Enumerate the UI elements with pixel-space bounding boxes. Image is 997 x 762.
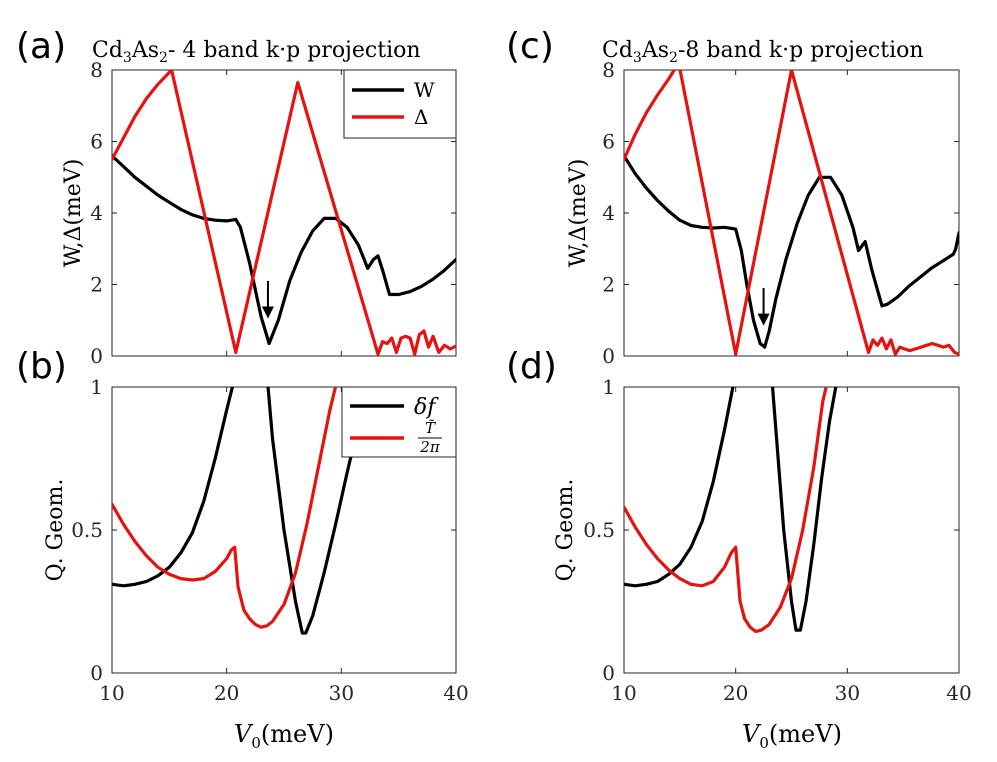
panel-a-label: (a) [16,26,66,67]
y-tick-label: 4 [602,201,615,225]
panel-b-label: (b) [16,346,67,387]
series-line-secondary [624,70,959,356]
series-line-secondary [624,387,828,634]
arrow-head [261,306,274,319]
legend-box [343,69,457,139]
legend-label-t2pi-denominator: 2π [419,438,441,456]
panel-a-title: Cd3As2- 4 band k·p projection [92,38,421,66]
panel-d-label: (d) [506,346,557,387]
panel-a: (a) Cd3As2- 4 band k·p projection W,Δ(me… [16,26,457,368]
series-line-primary [624,387,838,632]
panel-d: (d) Q. Geom. V0(meV) 10 20 30 40 0 0.5 1 [506,346,972,752]
y-tick-label: 8 [90,58,103,82]
y-tick-label: 0 [90,344,103,368]
x-tick-label: 40 [946,681,971,705]
x-tick-label: 20 [723,681,748,705]
panel-b-series [112,387,371,635]
x-tick-label: 40 [443,681,468,705]
y-tick-label: 6 [602,130,615,154]
panel-b-ticks: 10 20 30 40 0 0.5 1 [71,375,469,705]
x-tick-label: 30 [835,681,860,705]
panel-c: (c) Cd3As2-8 band k·p projection W,Δ(meV… [506,26,960,368]
y-tick-label: 1 [602,375,615,399]
panel-c-plot-area [623,69,960,357]
legend-label-w: W [414,78,435,102]
legend-label-delta: Δ [414,105,428,129]
series-line-secondary [112,70,456,356]
panel-b-ylabel: Q. Geom. [43,479,68,582]
y-tick-label: 0 [602,661,615,685]
panel-c-series [624,70,959,356]
series-line-primary [112,154,456,346]
x-tick-label: 30 [329,681,354,705]
x-tick-label: 10 [99,681,124,705]
panel-c-label: (c) [506,26,554,67]
panel-d-plot-area [623,386,960,674]
y-tick-label: 4 [90,201,103,225]
panel-a-legend: W Δ [343,69,457,139]
panel-b-xlabel: V0(meV) [234,720,334,752]
panel-c-annotation [757,288,770,326]
panel-a-ticks: 0 2 4 6 8 [90,58,457,368]
series-line-secondary [112,387,338,629]
panel-b-legend: δf T̃ 2π [341,386,457,458]
legend-label-t2pi-numerator: T̃ [425,419,436,437]
panel-c-title: Cd3As2-8 band k·p projection [602,38,924,66]
y-tick-label: 2 [90,273,103,297]
y-tick-label: 0 [90,661,103,685]
y-tick-label: 0.5 [71,518,103,542]
x-tick-label: 10 [611,681,636,705]
panel-a-series [112,70,456,356]
panel-c-ylabel: W,Δ(meV) [566,159,591,268]
panel-d-series [624,387,838,634]
panel-d-ylabel: Q. Geom. [553,479,578,582]
y-tick-label: 6 [90,130,103,154]
panel-b: (b) Q. Geom. V0(meV) 10 20 30 40 0 0.5 1 δf T̃… [16,346,469,752]
y-tick-label: 0.5 [583,518,615,542]
y-tick-label: 1 [90,375,103,399]
panel-a-ylabel: W,Δ(meV) [61,159,86,268]
y-tick-label: 2 [602,273,615,297]
y-tick-label: 0 [602,344,615,368]
legend-box [341,386,457,458]
panel-d-ticks: 10 20 30 40 0 0.5 1 [583,375,972,705]
legend-label-deltaf: δf [414,395,439,420]
panel-d-xlabel: V0(meV) [742,720,842,752]
y-tick-label: 8 [602,58,615,82]
x-tick-label: 20 [214,681,239,705]
arrow-head [757,313,770,326]
panel-a-annotation [261,280,274,319]
series-line-primary [624,154,959,349]
